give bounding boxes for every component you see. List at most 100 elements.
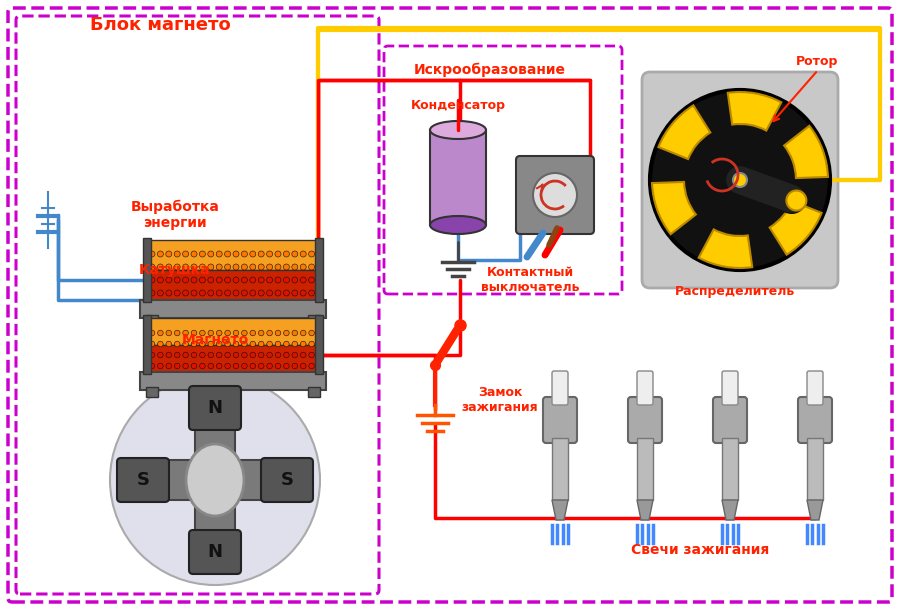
Circle shape bbox=[149, 264, 155, 270]
Circle shape bbox=[292, 251, 298, 257]
Circle shape bbox=[166, 363, 172, 369]
Circle shape bbox=[200, 330, 205, 336]
Circle shape bbox=[275, 264, 281, 270]
Circle shape bbox=[191, 277, 197, 283]
Text: Катушка: Катушка bbox=[140, 263, 211, 277]
Circle shape bbox=[275, 352, 281, 358]
Circle shape bbox=[241, 363, 248, 369]
Circle shape bbox=[200, 251, 205, 257]
Circle shape bbox=[166, 341, 172, 347]
Ellipse shape bbox=[186, 444, 244, 516]
Circle shape bbox=[175, 341, 180, 347]
Circle shape bbox=[208, 341, 213, 347]
Circle shape bbox=[266, 330, 273, 336]
Circle shape bbox=[208, 290, 214, 296]
Circle shape bbox=[208, 277, 214, 283]
Circle shape bbox=[208, 251, 214, 257]
Bar bbox=[148, 270, 318, 300]
Circle shape bbox=[225, 341, 230, 347]
Bar bbox=[148, 240, 318, 270]
Circle shape bbox=[216, 290, 222, 296]
Circle shape bbox=[233, 363, 238, 369]
Circle shape bbox=[208, 363, 213, 369]
Wedge shape bbox=[652, 182, 696, 234]
Circle shape bbox=[225, 352, 230, 358]
Circle shape bbox=[166, 330, 172, 336]
Circle shape bbox=[158, 330, 163, 336]
Circle shape bbox=[216, 352, 222, 358]
Circle shape bbox=[110, 375, 320, 585]
Circle shape bbox=[158, 352, 163, 358]
Bar bbox=[143, 315, 151, 374]
Circle shape bbox=[166, 290, 172, 296]
Bar bbox=[308, 315, 320, 325]
Text: Свечи зажигания: Свечи зажигания bbox=[631, 543, 770, 557]
Circle shape bbox=[258, 330, 264, 336]
Circle shape bbox=[191, 264, 197, 270]
Circle shape bbox=[292, 277, 298, 283]
Circle shape bbox=[191, 330, 197, 336]
Circle shape bbox=[225, 330, 230, 336]
Circle shape bbox=[200, 277, 205, 283]
Circle shape bbox=[309, 363, 314, 369]
Text: Искрообразование: Искрообразование bbox=[414, 63, 566, 77]
Circle shape bbox=[225, 363, 230, 369]
Circle shape bbox=[233, 264, 239, 270]
Circle shape bbox=[166, 251, 172, 257]
Circle shape bbox=[301, 341, 306, 347]
Bar bbox=[430, 130, 486, 225]
Circle shape bbox=[250, 352, 256, 358]
Circle shape bbox=[183, 264, 189, 270]
Circle shape bbox=[225, 290, 230, 296]
Circle shape bbox=[191, 290, 197, 296]
Circle shape bbox=[275, 330, 281, 336]
Circle shape bbox=[233, 352, 238, 358]
Circle shape bbox=[266, 290, 273, 296]
Circle shape bbox=[200, 264, 205, 270]
Circle shape bbox=[258, 277, 265, 283]
Circle shape bbox=[216, 363, 222, 369]
Circle shape bbox=[166, 264, 172, 270]
Circle shape bbox=[175, 290, 180, 296]
Circle shape bbox=[250, 341, 256, 347]
Circle shape bbox=[175, 264, 180, 270]
Circle shape bbox=[191, 352, 197, 358]
Circle shape bbox=[301, 251, 306, 257]
Circle shape bbox=[183, 363, 188, 369]
Circle shape bbox=[191, 251, 197, 257]
Circle shape bbox=[250, 330, 256, 336]
Circle shape bbox=[200, 363, 205, 369]
Circle shape bbox=[258, 341, 264, 347]
Circle shape bbox=[266, 264, 273, 270]
Circle shape bbox=[275, 290, 281, 296]
Text: Распределитель: Распределитель bbox=[675, 285, 795, 298]
Circle shape bbox=[309, 251, 315, 257]
Text: Конденсатор: Конденсатор bbox=[410, 98, 506, 112]
Text: Выработка
энергии: Выработка энергии bbox=[130, 199, 220, 230]
Circle shape bbox=[233, 330, 238, 336]
Circle shape bbox=[292, 341, 298, 347]
Text: Замок
зажигания: Замок зажигания bbox=[462, 386, 538, 414]
Circle shape bbox=[275, 341, 281, 347]
Polygon shape bbox=[637, 500, 653, 520]
Circle shape bbox=[284, 363, 289, 369]
Bar bbox=[140, 300, 326, 318]
Circle shape bbox=[650, 90, 830, 270]
Polygon shape bbox=[722, 500, 738, 520]
Circle shape bbox=[250, 251, 256, 257]
Circle shape bbox=[175, 277, 180, 283]
FancyBboxPatch shape bbox=[798, 397, 832, 443]
Circle shape bbox=[301, 363, 306, 369]
FancyBboxPatch shape bbox=[552, 371, 568, 405]
Circle shape bbox=[250, 363, 256, 369]
Circle shape bbox=[309, 341, 314, 347]
Circle shape bbox=[166, 352, 172, 358]
Circle shape bbox=[275, 251, 281, 257]
Bar bbox=[315, 238, 323, 302]
Circle shape bbox=[292, 363, 298, 369]
Wedge shape bbox=[728, 92, 781, 131]
FancyBboxPatch shape bbox=[189, 386, 241, 430]
Circle shape bbox=[216, 277, 222, 283]
Circle shape bbox=[284, 330, 289, 336]
Circle shape bbox=[309, 264, 315, 270]
